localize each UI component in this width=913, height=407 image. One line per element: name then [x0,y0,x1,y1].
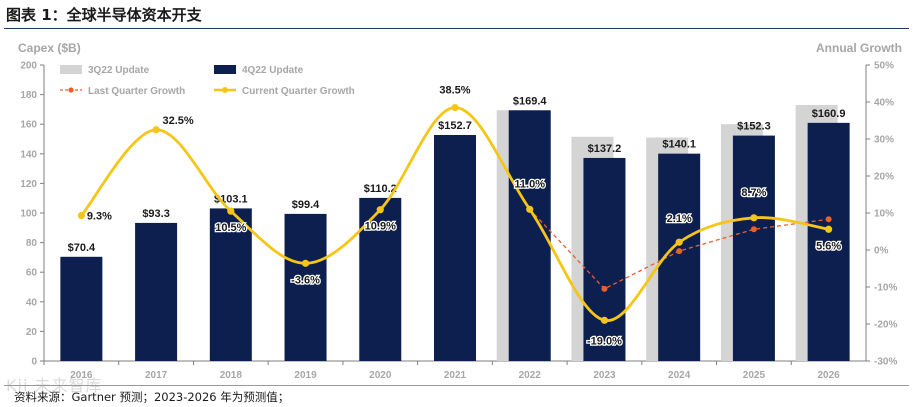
y-left-tick-label: 160 [20,120,37,131]
current-quarter-growth-point [301,259,310,267]
y-right-tick-label: 20% [874,172,894,183]
y-left-tick-label: 180 [20,90,37,101]
legend-swatch-4q22 [214,65,236,74]
growth-value-label: 2.1% [667,213,692,225]
x-tick-label: 2020 [369,370,392,381]
y-axis-left-label: Capex ($B) [18,41,81,55]
y-left-tick-label: 20 [26,327,38,338]
growth-value-label: -3.6% [291,274,320,286]
bar-value-label: $160.9 [812,108,846,120]
legend: 3Q22 Update 4Q22 Update Last Quarter Gro… [60,65,355,97]
growth-value-label: 8.7% [741,187,766,199]
current-quarter-growth-line [77,103,833,324]
legend-marker-last-quarter [68,87,74,93]
growth-value-label: 9.3% [87,211,112,223]
bar-value-label: $140.1 [662,139,696,151]
y-left-tick-label: 60 [26,268,38,279]
growth-value-label: 38.5% [439,85,470,97]
bars-4q22 [60,110,850,362]
y-left-tick-label: 80 [26,238,38,249]
current-quarter-growth-point [526,205,534,213]
y-right-tick-label: -10% [874,283,897,294]
legend-marker-current-quarter [222,87,228,93]
y-left-tick-label: 40 [26,297,38,308]
bar-4q22 [732,135,775,361]
bar-value-label: $110.2 [364,183,397,195]
y-axis-right-label: Annual Growth [816,41,902,55]
current-quarter-growth-point [77,211,85,220]
growth-value-label: -19.0% [587,335,622,347]
y-left-tick-label: 120 [20,179,37,190]
y-right-tick-label: 0% [874,246,889,257]
growth-value-label: 5.6% [816,240,841,252]
bar-value-label: $152.7 [438,120,472,132]
y-right-tick-label: 30% [874,135,894,146]
bar-4q22 [135,222,178,361]
x-tick-label: 2016 [70,370,93,381]
growth-value-label: 11.0% [514,178,545,190]
current-quarter-growth-point [451,103,459,112]
bar-value-label: $137.2 [588,143,622,155]
legend-label-3q22: 3Q22 Update [88,65,150,76]
bar-value-label: $70.4 [68,242,96,254]
x-tick-label: 2024 [668,370,691,381]
legend-label-4q22: 4Q22 Update [242,65,304,76]
last-quarter-growth-point [825,216,832,223]
y-left-tick-label: 140 [20,149,37,160]
y-right-tick-label: 50% [874,61,894,72]
growth-value-label: 10.9% [365,221,396,233]
legend-swatch-3q22 [60,65,82,74]
bar-4q22 [284,213,327,361]
last-quarter-growth-point [750,226,757,233]
current-quarter-growth-point [675,238,683,246]
growth-value-label: 32.5% [162,115,193,127]
y-left-tick-label: 100 [20,209,37,220]
current-quarter-growth-point [825,225,833,233]
bar-4q22 [60,256,103,361]
current-quarter-growth-point [600,316,609,324]
growth-value-label: 10.5% [215,222,246,234]
bar-4q22 [583,157,626,361]
current-quarter-growth-point [750,214,758,222]
bar-4q22 [508,110,551,362]
y-right-tick-label: -30% [874,357,897,368]
watermark: Kii 未来智库 [6,376,103,395]
bar-value-label: $169.4 [513,95,548,107]
x-tick-label: 2017 [145,370,168,381]
current-quarter-growth-point [227,207,235,215]
y-left-tick-label: 0 [31,357,37,368]
y-right-tick-label: 40% [874,98,894,109]
x-tick-label: 2023 [593,370,616,381]
current-quarter-growth-point [152,126,160,134]
x-tick-label: 2021 [444,370,467,381]
bottom-rule [4,385,909,386]
bar-4q22 [209,208,252,361]
x-tick-label: 2019 [294,370,317,381]
source-note: 资料来源：Gartner 预测；2023-2026 年为预测值； [14,390,290,404]
bar-value-label: $152.3 [737,121,771,133]
bar-4q22 [434,135,476,361]
x-tick-label: 2018 [220,370,243,381]
x-tick-label: 2022 [519,370,542,381]
bar-value-label: $93.3 [142,208,170,220]
x-tick-label: 2025 [743,370,766,381]
figure-title: 图表 1：全球半导体资本开支 [6,6,202,24]
x-tick-label: 2026 [818,370,841,381]
last-quarter-growth-point [676,248,683,255]
y-right-tick-label: 10% [874,209,894,220]
growth-value-labels: 9.3% 32.5% 10.5% -3.6% 10.9% 38.5% 11.0% -19.0%… [86,83,843,348]
y-right-tick-label: -20% [874,320,897,331]
last-quarter-growth-point [601,285,608,292]
bar-value-label: $99.4 [292,199,320,211]
bar-4q22 [807,122,850,361]
current-quarter-growth-point [376,206,384,214]
y-left-tick-label: 200 [20,61,37,72]
title-rule [4,28,909,29]
legend-label-current-quarter: Current Quarter Growth [242,86,355,97]
capex-chart: Capex ($B) Annual Growth 3Q22 Update 4Q2… [18,41,902,382]
legend-label-last-quarter: Last Quarter Growth [88,86,185,97]
axes: 0 20 40 60 80 100 120 140 160 180 200 -30% -20% -10% 0… [20,61,897,382]
